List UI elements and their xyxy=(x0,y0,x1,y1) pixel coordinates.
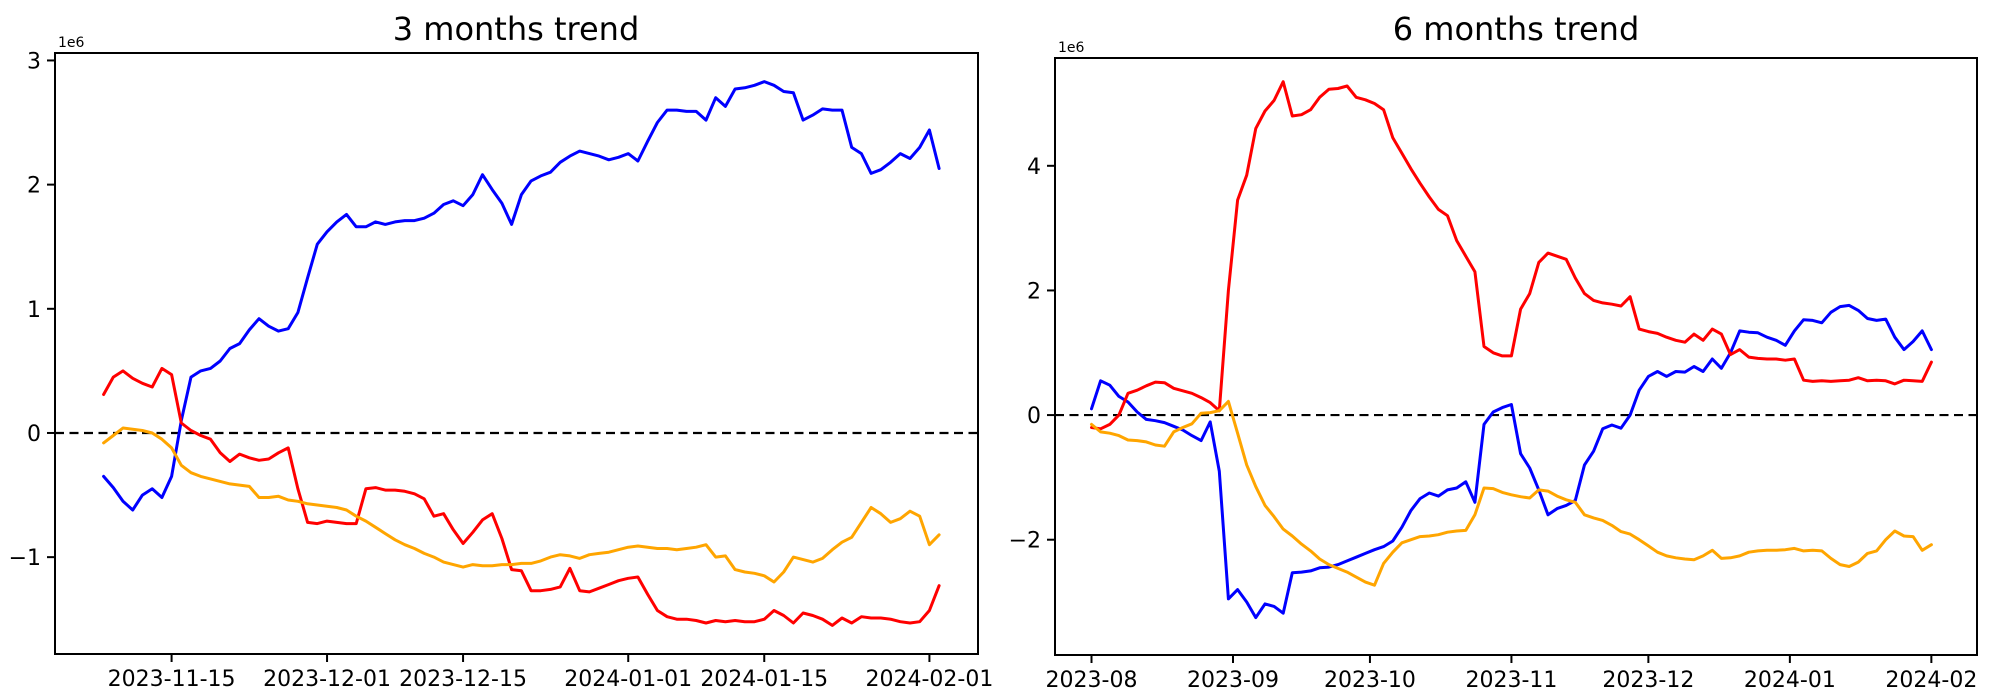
chart-title-6-months: 6 months trend xyxy=(1393,10,1640,48)
axes-box xyxy=(1054,57,1978,656)
x-tick-label: 2023-12 xyxy=(1602,668,1694,693)
y-tick-label: −1 xyxy=(9,546,41,571)
chart-title-3-months: 3 months trend xyxy=(393,10,640,48)
y-tick-label: 3 xyxy=(27,49,41,74)
series-line-red xyxy=(1090,80,1933,431)
series-line-red xyxy=(102,366,941,627)
x-tick-label: 2024-02-01 xyxy=(865,667,993,692)
chart-3-months-trend: 2023-11-15 2023-12-01 2023-12-15 2024-01-01… xyxy=(9,10,994,692)
chart-6-months-trend: 2023-08 2023-09 2023-10 2023-11 2023-12 2024-… xyxy=(1009,10,1978,693)
series-line-blue xyxy=(1090,303,1933,620)
series-line-orange xyxy=(102,426,941,584)
x-tick-label: 2024-01-01 xyxy=(564,667,692,692)
x-tick-label: 2023-11-15 xyxy=(108,667,236,692)
x-tick-label: 2024-01-15 xyxy=(700,667,828,692)
x-tick-label: 2023-12-15 xyxy=(399,667,527,692)
y-tick-label: 1 xyxy=(27,298,41,323)
series-line-orange xyxy=(1090,399,1933,587)
y-tick-label: 2 xyxy=(1027,279,1041,304)
x-tick-label: 2023-11 xyxy=(1465,668,1557,693)
y-tick-label: 0 xyxy=(1027,404,1041,429)
y-axis-offset-label: 1e6 xyxy=(58,35,85,51)
x-tick-label: 2023-10 xyxy=(1324,668,1416,693)
y-tick-label: −2 xyxy=(1009,529,1041,554)
plot-area-6-months: 2023-08 2023-09 2023-10 2023-11 2023-12 2024-… xyxy=(1009,57,1978,693)
x-tick-label: 2023-12-01 xyxy=(263,667,391,692)
axes-box xyxy=(54,52,979,655)
y-axis-offset-label: 1e6 xyxy=(1058,40,1085,56)
x-tick-label: 2023-09 xyxy=(1187,668,1279,693)
y-tick-label: 2 xyxy=(27,174,41,199)
x-tick-label: 2023-08 xyxy=(1046,668,1138,693)
y-tick-label: 4 xyxy=(1027,155,1041,180)
x-tick-label: 2024-01 xyxy=(1744,668,1836,693)
series-line-blue xyxy=(102,80,941,512)
y-tick-label: 0 xyxy=(27,422,41,447)
x-tick-label: 2024-02 xyxy=(1885,668,1977,693)
plot-area-3-months: 2023-11-15 2023-12-01 2023-12-15 2024-01-01… xyxy=(9,49,994,692)
